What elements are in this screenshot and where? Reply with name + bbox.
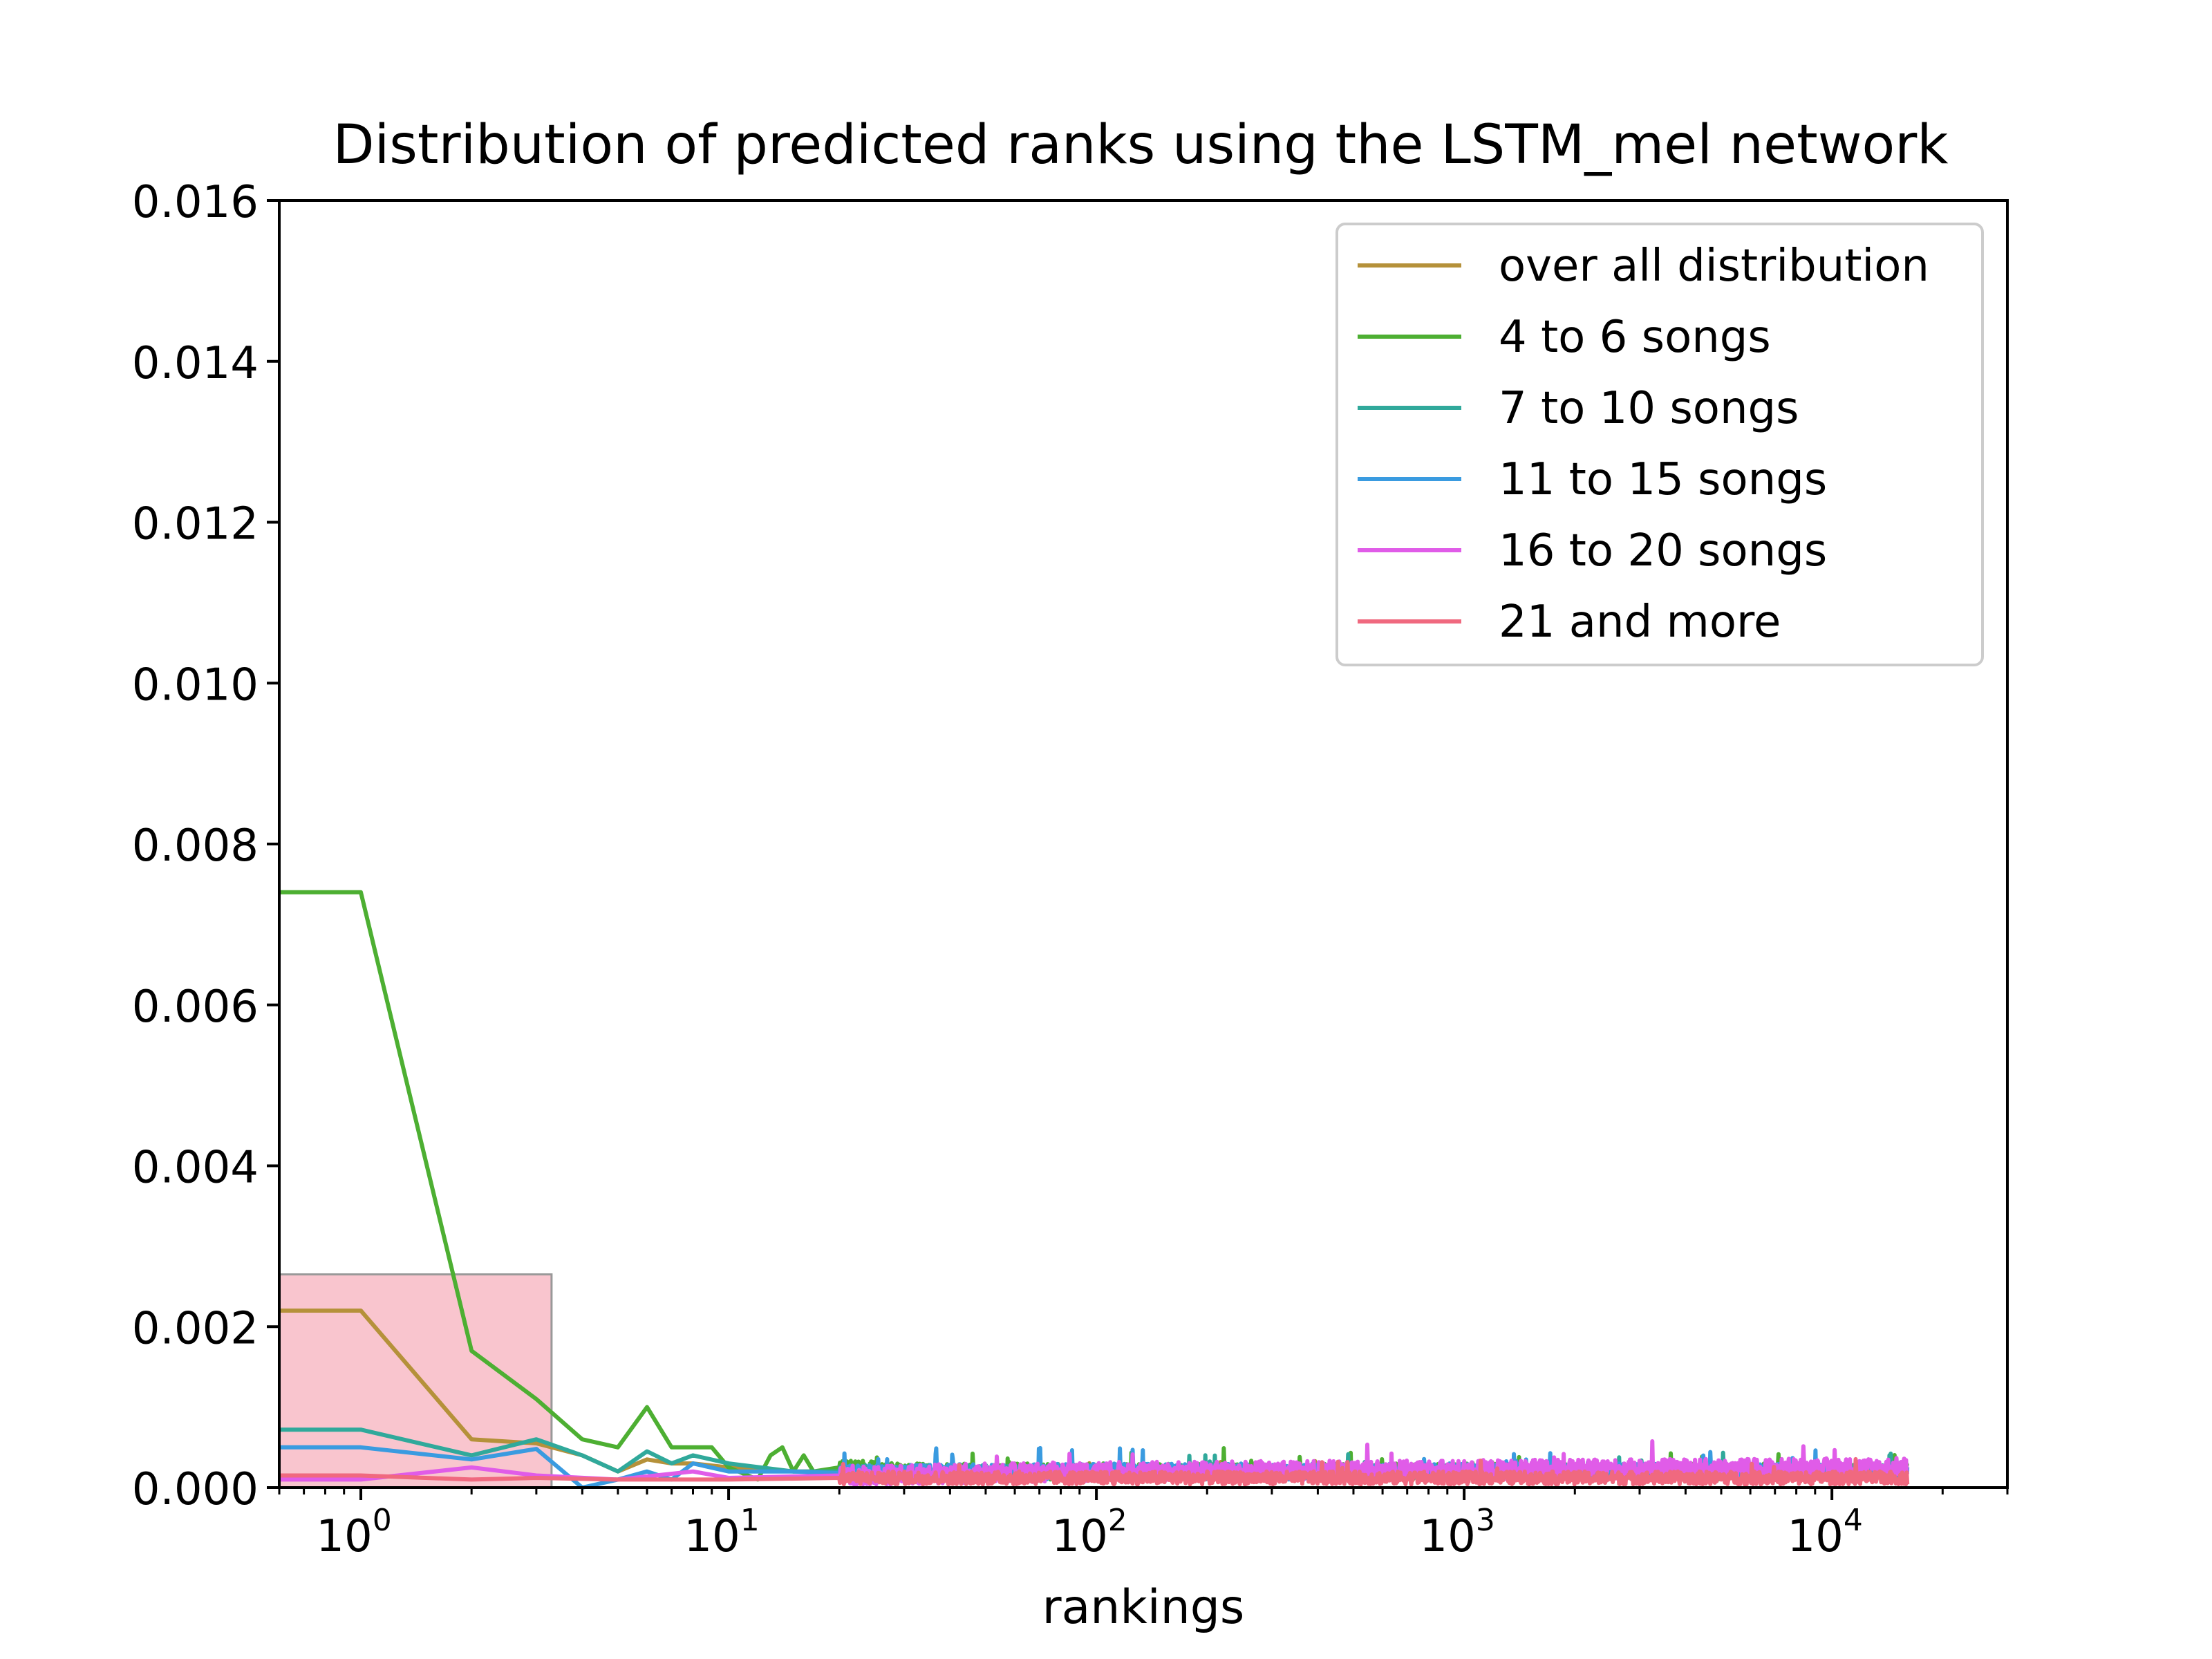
x-tick-label: 101 bbox=[684, 1503, 759, 1562]
series-line-2 bbox=[279, 890, 1910, 1482]
y-tick-label: 0.016 bbox=[132, 177, 259, 228]
x-tick-label: 103 bbox=[1419, 1503, 1494, 1562]
x-tick-label: 100 bbox=[316, 1503, 391, 1562]
y-tick-label: 0.010 bbox=[132, 659, 259, 711]
x-tick-label: 102 bbox=[1051, 1503, 1127, 1562]
series-line-6 bbox=[279, 1456, 1910, 1487]
y-tick-label: 0.012 bbox=[132, 499, 259, 550]
y-tick-label: 0.000 bbox=[132, 1464, 259, 1515]
y-tick-label: 0.006 bbox=[132, 982, 259, 1033]
legend-label: 11 to 15 songs bbox=[1499, 454, 1827, 505]
legend-label: over all distribution bbox=[1499, 241, 1929, 292]
series-line-5 bbox=[279, 1439, 1910, 1487]
legend-frame bbox=[1335, 223, 1984, 666]
legend: over all distribution 4 to 6 songs 7 to 10… bbox=[1335, 223, 1984, 666]
y-tick-label: 0.004 bbox=[132, 1143, 259, 1194]
chart-title: Distribution of predicted ranks using th… bbox=[333, 114, 1949, 176]
x-tick-label: 104 bbox=[1787, 1503, 1862, 1562]
y-tick-label: 0.008 bbox=[132, 821, 259, 872]
legend-label: 21 and more bbox=[1499, 597, 1781, 648]
y-tick-label: 0.002 bbox=[132, 1303, 259, 1354]
legend-label: 16 to 20 songs bbox=[1499, 525, 1827, 577]
legend-label: 7 to 10 songs bbox=[1499, 383, 1799, 434]
legend-label: 4 to 6 songs bbox=[1499, 312, 1771, 363]
y-tick-label: 0.014 bbox=[132, 338, 259, 389]
x-axis-label: rankings bbox=[1042, 1580, 1245, 1635]
